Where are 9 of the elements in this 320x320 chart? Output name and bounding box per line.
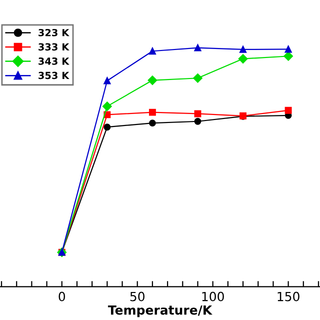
legend-label: 343 K — [38, 57, 70, 65]
legend-label: 353 K — [38, 72, 70, 80]
x-tick-label: 0 — [58, 292, 66, 302]
x-tick-label: 150 — [278, 292, 300, 302]
x-tick-label: 100 — [202, 292, 224, 302]
x-axis-title: Temperature/K — [108, 305, 212, 318]
legend-label: 323 K — [38, 28, 70, 36]
legend-label: 333 K — [38, 43, 70, 51]
x-tick-label: 50 — [130, 292, 144, 302]
